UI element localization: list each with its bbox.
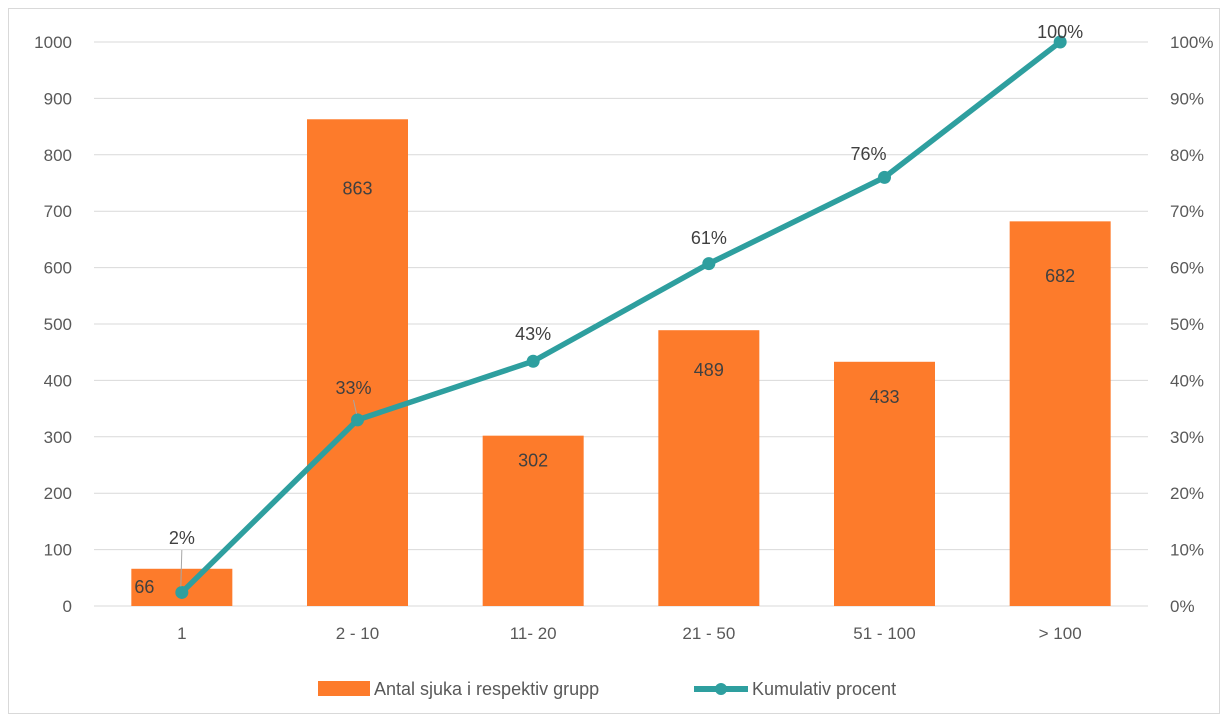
left-tick-label: 300: [44, 428, 72, 447]
line-data-labels: 2% 33% 43% 61% 76% 100%: [169, 22, 1083, 587]
legend-bar-swatch: [318, 681, 370, 696]
bar: [658, 330, 760, 606]
category-label: 51 - 100: [853, 624, 915, 643]
left-tick-label: 400: [44, 371, 72, 390]
right-tick-label: 90%: [1170, 89, 1204, 108]
bar-data-label: 433: [869, 387, 899, 407]
category-label: 2 - 10: [336, 624, 379, 643]
left-tick-label: 600: [44, 259, 72, 278]
left-tick-label: 700: [44, 202, 72, 221]
left-tick-label: 200: [44, 484, 72, 503]
bar-data-labels: 66 863 302 489 433 682: [134, 178, 1075, 597]
category-label: > 100: [1039, 624, 1082, 643]
line-data-label: 100%: [1037, 22, 1083, 42]
right-tick-label: 20%: [1170, 484, 1204, 503]
right-axis-ticks: 0% 10% 20% 30% 40% 50% 60% 70% 80% 90% 100%: [1170, 33, 1213, 616]
category-axis-labels: 1 2 - 10 11- 20 21 - 50 51 - 100 > 100: [177, 624, 1082, 643]
right-tick-label: 40%: [1170, 371, 1204, 390]
line-point: [351, 413, 364, 427]
cumulative-line-series: [175, 35, 1067, 599]
gridlines: [94, 41, 1148, 607]
right-tick-label: 80%: [1170, 146, 1204, 165]
left-axis-ticks: 0 100 200 300 400 500 600 700 800 900 1000: [34, 33, 72, 616]
legend-line-marker: [715, 683, 727, 695]
line-data-label: 61%: [691, 228, 727, 248]
line-point: [702, 257, 716, 271]
category-label: 1: [177, 624, 186, 643]
left-tick-label: 1000: [34, 33, 72, 52]
line-data-label: 43%: [515, 324, 551, 344]
line-point: [1053, 35, 1067, 49]
line-data-label: 33%: [335, 378, 371, 398]
category-label: 21 - 50: [682, 624, 735, 643]
right-tick-label: 70%: [1170, 202, 1204, 221]
bar: [1009, 221, 1111, 607]
right-tick-label: 0%: [1170, 597, 1195, 616]
legend-line-label: Kumulativ procent: [752, 679, 896, 699]
cumulative-line: [179, 39, 1063, 596]
left-tick-label: 0: [63, 597, 72, 616]
line-point: [526, 354, 540, 368]
bar: [482, 435, 584, 606]
line-point: [878, 170, 891, 184]
legend-bar-label: Antal sjuka i respektiv grupp: [374, 679, 599, 699]
left-tick-label: 900: [44, 89, 72, 108]
legend: Antal sjuka i respektiv grupp Kumulativ …: [318, 679, 896, 699]
bar-data-label: 302: [518, 451, 548, 471]
bar-data-label: 66: [134, 577, 154, 597]
right-tick-label: 100%: [1170, 33, 1213, 52]
label-leader-line: [180, 549, 183, 587]
line-point: [175, 585, 189, 599]
right-tick-label: 50%: [1170, 315, 1204, 334]
bar-data-label: 682: [1045, 266, 1075, 286]
left-tick-label: 500: [44, 315, 72, 334]
bar-data-label: 489: [694, 360, 724, 380]
bar: [834, 361, 935, 606]
category-label: 11- 20: [510, 624, 557, 643]
right-tick-label: 60%: [1170, 259, 1204, 278]
line-data-label: 76%: [850, 144, 886, 164]
right-tick-label: 30%: [1170, 428, 1204, 447]
left-tick-label: 800: [44, 146, 72, 165]
bar: [307, 119, 408, 606]
bar-series: [131, 119, 1111, 607]
line-data-label: 2%: [169, 528, 195, 548]
left-tick-label: 100: [44, 541, 72, 560]
right-tick-label: 10%: [1170, 541, 1204, 560]
label-leader-line: [353, 399, 357, 414]
bar-data-label: 863: [342, 178, 372, 198]
